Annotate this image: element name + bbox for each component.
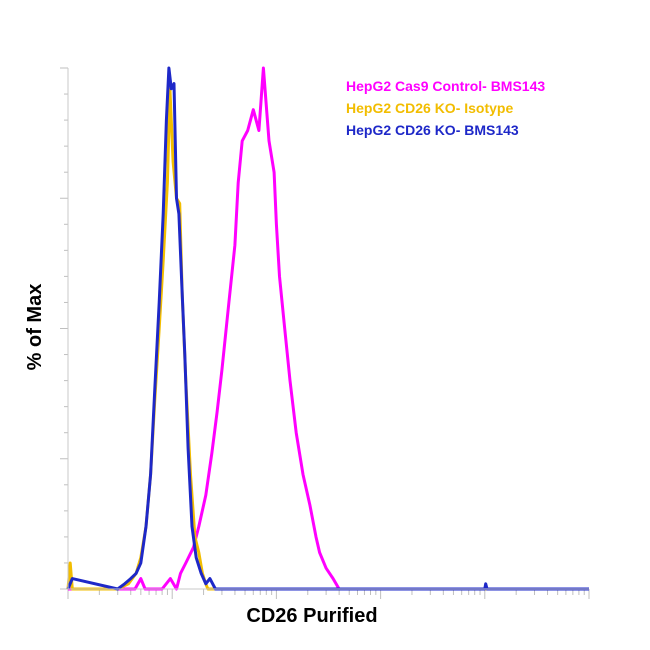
y-axis-ticks bbox=[60, 67, 68, 590]
legend-entry-3: HepG2 CD26 KO- BMS143 bbox=[346, 122, 519, 138]
legend: HepG2 Cas9 Control- BMS143 HepG2 CD26 KO-… bbox=[346, 78, 545, 138]
series-lines bbox=[66, 66, 589, 591]
series-line-1 bbox=[68, 66, 589, 591]
y-axis-title: % of Max bbox=[24, 284, 46, 371]
x-axis-title: CD26 Purified bbox=[246, 605, 377, 627]
legend-entry-1: HepG2 Cas9 Control- BMS143 bbox=[346, 78, 545, 94]
legend-entry-2: HepG2 CD26 KO- Isotype bbox=[346, 100, 513, 116]
series-line-2 bbox=[66, 87, 589, 591]
series-line-3 bbox=[66, 66, 589, 591]
